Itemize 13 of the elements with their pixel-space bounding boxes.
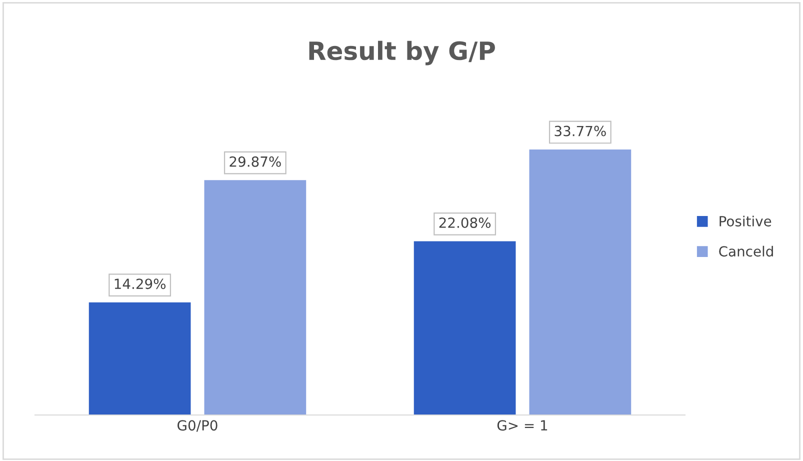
legend-label: Positive xyxy=(720,216,772,226)
bar xyxy=(529,150,632,415)
data-label: 29.87% xyxy=(230,156,281,167)
bar xyxy=(88,302,191,415)
legend-label: Canceld xyxy=(719,246,773,257)
bar xyxy=(204,180,306,415)
chart-title: Result by G/P xyxy=(309,40,495,66)
x-tick-label: G> = 1 xyxy=(497,420,548,431)
bar xyxy=(414,241,516,415)
x-tick-label: G0/P0 xyxy=(178,420,218,432)
data-label: 33.77% xyxy=(554,126,606,136)
data-label: 22.08% xyxy=(439,217,491,228)
data-label: 14.29% xyxy=(114,278,166,290)
